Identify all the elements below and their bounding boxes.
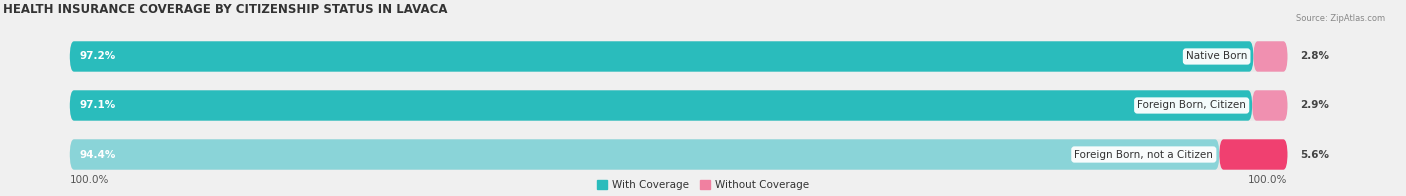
FancyBboxPatch shape [70, 90, 1253, 121]
Text: 97.2%: 97.2% [80, 52, 115, 62]
Text: HEALTH INSURANCE COVERAGE BY CITIZENSHIP STATUS IN LAVACA: HEALTH INSURANCE COVERAGE BY CITIZENSHIP… [3, 3, 447, 16]
Text: Foreign Born, Citizen: Foreign Born, Citizen [1137, 101, 1246, 111]
FancyBboxPatch shape [1253, 41, 1288, 72]
FancyBboxPatch shape [1219, 139, 1288, 170]
FancyBboxPatch shape [1253, 90, 1288, 121]
FancyBboxPatch shape [70, 41, 1253, 72]
Text: 97.1%: 97.1% [80, 101, 115, 111]
Text: 2.8%: 2.8% [1299, 52, 1329, 62]
FancyBboxPatch shape [70, 139, 1288, 170]
Text: Foreign Born, not a Citizen: Foreign Born, not a Citizen [1074, 150, 1213, 160]
Text: Native Born: Native Born [1187, 52, 1247, 62]
FancyBboxPatch shape [70, 90, 1288, 121]
Text: 2.9%: 2.9% [1299, 101, 1329, 111]
Text: Source: ZipAtlas.com: Source: ZipAtlas.com [1296, 14, 1385, 23]
Legend: With Coverage, Without Coverage: With Coverage, Without Coverage [592, 176, 814, 194]
Text: 94.4%: 94.4% [80, 150, 115, 160]
Text: 100.0%: 100.0% [70, 175, 110, 185]
FancyBboxPatch shape [70, 139, 1219, 170]
FancyBboxPatch shape [70, 41, 1288, 72]
Text: 5.6%: 5.6% [1299, 150, 1329, 160]
Text: 100.0%: 100.0% [1249, 175, 1288, 185]
